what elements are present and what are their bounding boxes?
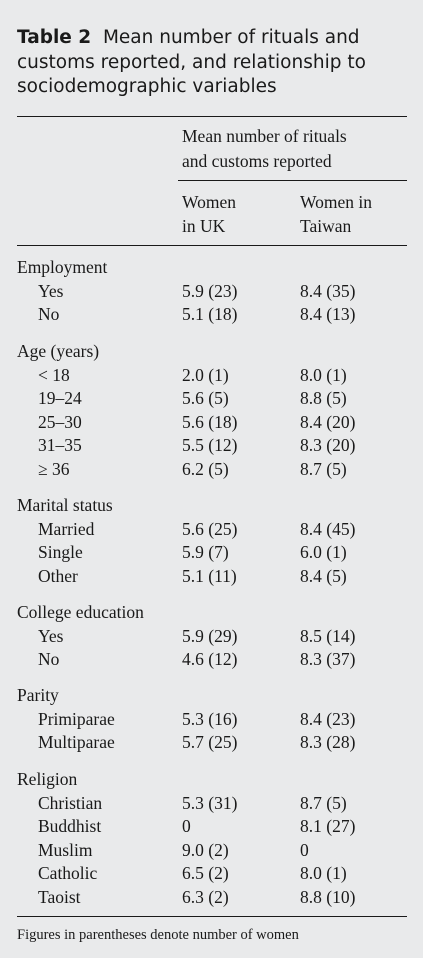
group-heading: Age (years) — [17, 341, 100, 361]
cell-women-taiwan: 8.8 (5) — [300, 388, 347, 408]
cell-women-taiwan: 8.3 (28) — [300, 732, 356, 752]
row-label: No — [38, 304, 60, 324]
cell-women-taiwan: 8.0 (1) — [300, 863, 347, 883]
group-heading: Employment — [17, 257, 108, 277]
group-heading: College education — [17, 602, 144, 622]
cell-women-uk: 5.1 (11) — [182, 566, 237, 586]
cell-women-taiwan: 8.4 (23) — [300, 709, 356, 729]
cell-women-taiwan: 8.1 (27) — [300, 816, 356, 836]
cell-women-uk: 5.6 (18) — [182, 412, 238, 432]
cell-women-taiwan: 8.0 (1) — [300, 365, 347, 385]
cell-women-uk: 6.3 (2) — [182, 887, 229, 907]
cell-women-uk: 5.9 (7) — [182, 542, 229, 562]
row-label: 31–35 — [38, 435, 82, 455]
cell-women-uk: 5.7 (25) — [182, 732, 238, 752]
header-col-taiwan-line2: Taiwan — [300, 216, 352, 236]
cell-women-taiwan: 8.3 (37) — [300, 649, 356, 669]
table-footnote: Figures in parentheses denote number of … — [17, 927, 299, 943]
group-heading: Marital status — [17, 495, 113, 515]
group-heading: Religion — [17, 769, 78, 789]
row-label: Christian — [38, 793, 103, 813]
cell-women-uk: 5.1 (18) — [182, 304, 238, 324]
group-heading: Parity — [17, 685, 59, 705]
cell-women-uk: 6.5 (2) — [182, 863, 229, 883]
header-spanner-line2: and customs reported — [182, 151, 332, 171]
row-label: Catholic — [38, 863, 98, 883]
cell-women-taiwan: 8.3 (20) — [300, 435, 356, 455]
row-label: 19–24 — [38, 388, 82, 408]
cell-women-uk: 4.6 (12) — [182, 649, 238, 669]
row-label: Primiparae — [38, 709, 115, 729]
header-col-uk-line2: in UK — [182, 216, 226, 236]
table-caption: Table 2 Mean number of rituals and custo… — [17, 26, 412, 100]
cell-women-taiwan: 8.4 (35) — [300, 281, 356, 301]
cell-women-uk: 5.3 (16) — [182, 709, 238, 729]
bottom-rule — [17, 916, 407, 917]
row-label: 25–30 — [38, 412, 82, 432]
table-label: Table 2 — [17, 27, 92, 48]
cell-women-uk: 5.3 (31) — [182, 793, 238, 813]
cell-women-taiwan: 8.7 (5) — [300, 793, 347, 813]
row-label: Yes — [38, 626, 64, 646]
row-label: Other — [38, 566, 78, 586]
row-label: < 18 — [38, 365, 70, 385]
spanner-rule — [178, 180, 407, 181]
cell-women-taiwan: 8.5 (14) — [300, 626, 356, 646]
cell-women-taiwan: 8.7 (5) — [300, 459, 347, 479]
cell-women-taiwan: 8.8 (10) — [300, 887, 356, 907]
cell-women-uk: 5.9 (29) — [182, 626, 238, 646]
row-label: ≥ 36 — [38, 459, 70, 479]
cell-women-uk: 0 — [182, 816, 191, 836]
header-rule — [17, 245, 407, 246]
cell-women-uk: 6.2 (5) — [182, 459, 229, 479]
row-label: Taoist — [38, 887, 81, 907]
cell-women-taiwan: 0 — [300, 840, 309, 860]
top-rule — [17, 116, 407, 117]
cell-women-taiwan: 6.0 (1) — [300, 542, 347, 562]
row-label: No — [38, 649, 60, 669]
row-label: Multiparae — [38, 732, 115, 752]
cell-women-uk: 5.9 (23) — [182, 281, 238, 301]
header-col-taiwan-line1: Women in — [300, 192, 372, 212]
cell-women-taiwan: 8.4 (13) — [300, 304, 356, 324]
cell-women-uk: 2.0 (1) — [182, 365, 229, 385]
cell-women-taiwan: 8.4 (20) — [300, 412, 356, 432]
cell-women-uk: 5.5 (12) — [182, 435, 238, 455]
row-label: Single — [38, 542, 83, 562]
cell-women-uk: 5.6 (5) — [182, 388, 229, 408]
cell-women-uk: 5.6 (25) — [182, 519, 238, 539]
header-col-uk-line1: Women — [182, 192, 236, 212]
cell-women-uk: 9.0 (2) — [182, 840, 229, 860]
row-label: Yes — [38, 281, 64, 301]
row-label: Married — [38, 519, 95, 539]
cell-women-taiwan: 8.4 (5) — [300, 566, 347, 586]
row-label: Buddhist — [38, 816, 102, 836]
cell-women-taiwan: 8.4 (45) — [300, 519, 356, 539]
row-label: Muslim — [38, 840, 93, 860]
table-title: Mean number of rituals and customs repor… — [17, 27, 366, 97]
header-spanner-line1: Mean number of rituals — [182, 126, 347, 146]
